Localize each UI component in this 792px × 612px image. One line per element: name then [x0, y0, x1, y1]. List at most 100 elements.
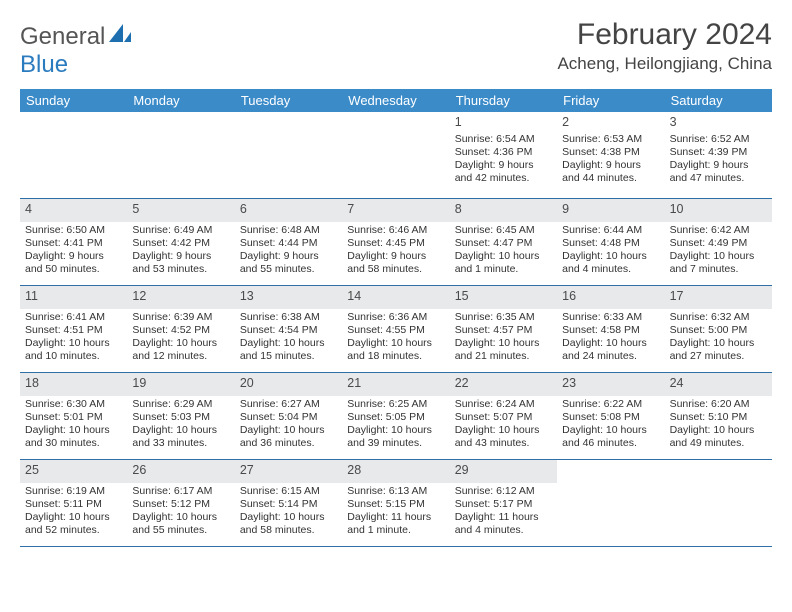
- day-number-bar: 21: [342, 373, 449, 396]
- day-number-bar: 7: [342, 199, 449, 222]
- daylight-text: Daylight: 10 hours and 12 minutes.: [132, 337, 229, 363]
- day-number-bar: 10: [665, 199, 772, 222]
- day-number-bar: 12: [127, 286, 234, 309]
- day-cell: 4Sunrise: 6:50 AMSunset: 4:41 PMDaylight…: [20, 199, 127, 285]
- daylight-text: Daylight: 10 hours and 10 minutes.: [25, 337, 122, 363]
- day-number: 9: [562, 202, 659, 218]
- day-number: 3: [670, 115, 767, 131]
- weekday-fri: Friday: [557, 89, 664, 112]
- weekday-wed: Wednesday: [342, 89, 449, 112]
- day-cell: 8Sunrise: 6:45 AMSunset: 4:47 PMDaylight…: [450, 199, 557, 285]
- sunrise-text: Sunrise: 6:25 AM: [347, 398, 444, 411]
- day-number: 26: [132, 463, 229, 479]
- sunrise-text: Sunrise: 6:24 AM: [455, 398, 552, 411]
- day-number-bar: 5: [127, 199, 234, 222]
- day-number-bar: 15: [450, 286, 557, 309]
- day-cell: 20Sunrise: 6:27 AMSunset: 5:04 PMDayligh…: [235, 373, 342, 459]
- day-cell: 2Sunrise: 6:53 AMSunset: 4:38 PMDaylight…: [557, 112, 664, 198]
- title-block: February 2024 Acheng, Heilongjiang, Chin…: [557, 18, 772, 74]
- sunset-text: Sunset: 4:38 PM: [562, 146, 659, 159]
- sunrise-text: Sunrise: 6:13 AM: [347, 485, 444, 498]
- day-number-bar: 18: [20, 373, 127, 396]
- sunrise-text: Sunrise: 6:12 AM: [455, 485, 552, 498]
- sunrise-text: Sunrise: 6:22 AM: [562, 398, 659, 411]
- day-cell: 5Sunrise: 6:49 AMSunset: 4:42 PMDaylight…: [127, 199, 234, 285]
- sunset-text: Sunset: 4:54 PM: [240, 324, 337, 337]
- sunset-text: Sunset: 4:39 PM: [670, 146, 767, 159]
- sunset-text: Sunset: 5:12 PM: [132, 498, 229, 511]
- daylight-text: Daylight: 10 hours and 43 minutes.: [455, 424, 552, 450]
- weekday-sun: Sunday: [20, 89, 127, 112]
- sunset-text: Sunset: 4:49 PM: [670, 237, 767, 250]
- logo-text: GeneralBlue: [20, 22, 133, 79]
- sunset-text: Sunset: 5:15 PM: [347, 498, 444, 511]
- page-header: GeneralBlue February 2024 Acheng, Heilon…: [20, 18, 772, 79]
- logo-sail-icon: [107, 22, 133, 51]
- day-cell: 13Sunrise: 6:38 AMSunset: 4:54 PMDayligh…: [235, 286, 342, 372]
- sunset-text: Sunset: 5:07 PM: [455, 411, 552, 424]
- sunrise-text: Sunrise: 6:54 AM: [455, 133, 552, 146]
- day-cell: 23 Sunrise: 6:22 AMSunset: 5:08 PMDayligh…: [557, 373, 664, 459]
- sunrise-text: Sunrise: 6:19 AM: [25, 485, 122, 498]
- day-number: 16: [562, 289, 659, 305]
- day-cell: 14Sunrise: 6:36 AMSunset: 4:55 PMDayligh…: [342, 286, 449, 372]
- daylight-text: Daylight: 10 hours and 33 minutes.: [132, 424, 229, 450]
- day-number-bar: 28: [342, 460, 449, 483]
- daylight-text: Daylight: 10 hours and 46 minutes.: [562, 424, 659, 450]
- sunrise-text: Sunrise: 6:41 AM: [25, 311, 122, 324]
- sunset-text: Sunset: 4:55 PM: [347, 324, 444, 337]
- weekday-sat: Saturday: [665, 89, 772, 112]
- weekday-tue: Tuesday: [235, 89, 342, 112]
- calendar-grid: 1Sunrise: 6:54 AMSunset: 4:36 PMDaylight…: [20, 112, 772, 547]
- day-number: 19: [132, 376, 229, 392]
- sunrise-text: Sunrise: 6:50 AM: [25, 224, 122, 237]
- sunrise-text: Sunrise: 6:53 AM: [562, 133, 659, 146]
- day-number: 21: [347, 376, 444, 392]
- day-cell: 10Sunrise: 6:42 AMSunset: 4:49 PMDayligh…: [665, 199, 772, 285]
- sunrise-text: Sunrise: 6:35 AM: [455, 311, 552, 324]
- sunset-text: Sunset: 5:00 PM: [670, 324, 767, 337]
- daylight-text: Daylight: 11 hours and 1 minute.: [347, 511, 444, 537]
- sunrise-text: Sunrise: 6:46 AM: [347, 224, 444, 237]
- day-number: 13: [240, 289, 337, 305]
- calendar-page: GeneralBlue February 2024 Acheng, Heilon…: [0, 0, 792, 547]
- day-cell: 21Sunrise: 6:25 AMSunset: 5:05 PMDayligh…: [342, 373, 449, 459]
- daylight-text: Daylight: 10 hours and 21 minutes.: [455, 337, 552, 363]
- empty-cell: [665, 460, 772, 546]
- sunset-text: Sunset: 5:01 PM: [25, 411, 122, 424]
- day-cell: 16Sunrise: 6:33 AMSunset: 4:58 PMDayligh…: [557, 286, 664, 372]
- daylight-text: Daylight: 9 hours and 42 minutes.: [455, 159, 552, 185]
- empty-cell: [127, 112, 234, 198]
- day-cell: 28 Sunrise: 6:13 AMSunset: 5:15 PMDayligh…: [342, 460, 449, 546]
- day-cell: 12Sunrise: 6:39 AMSunset: 4:52 PMDayligh…: [127, 286, 234, 372]
- sunset-text: Sunset: 5:08 PM: [562, 411, 659, 424]
- day-number: 1: [455, 115, 552, 131]
- day-number: 25: [25, 463, 122, 479]
- day-number: 5: [132, 202, 229, 218]
- sunset-text: Sunset: 4:52 PM: [132, 324, 229, 337]
- day-number-bar: 4: [20, 199, 127, 222]
- day-number: 11: [25, 289, 122, 305]
- sunrise-text: Sunrise: 6:30 AM: [25, 398, 122, 411]
- daylight-text: Daylight: 9 hours and 47 minutes.: [670, 159, 767, 185]
- daylight-text: Daylight: 9 hours and 53 minutes.: [132, 250, 229, 276]
- day-cell: 15Sunrise: 6:35 AMSunset: 4:57 PMDayligh…: [450, 286, 557, 372]
- sunrise-text: Sunrise: 6:52 AM: [670, 133, 767, 146]
- day-number-bar: 17: [665, 286, 772, 309]
- daylight-text: Daylight: 10 hours and 36 minutes.: [240, 424, 337, 450]
- sunrise-text: Sunrise: 6:36 AM: [347, 311, 444, 324]
- sunset-text: Sunset: 4:51 PM: [25, 324, 122, 337]
- sunset-text: Sunset: 5:11 PM: [25, 498, 122, 511]
- sunset-text: Sunset: 4:44 PM: [240, 237, 337, 250]
- day-number-bar: 13: [235, 286, 342, 309]
- sunset-text: Sunset: 5:10 PM: [670, 411, 767, 424]
- day-cell: 25Sunrise: 6:19 AMSunset: 5:11 PMDayligh…: [20, 460, 127, 546]
- day-number-bar: 24: [665, 373, 772, 396]
- day-number: 6: [240, 202, 337, 218]
- day-number: 14: [347, 289, 444, 305]
- logo-text-2: Blue: [20, 51, 68, 78]
- empty-cell: [20, 112, 127, 198]
- daylight-text: Daylight: 11 hours and 4 minutes.: [455, 511, 552, 537]
- empty-cell: [235, 112, 342, 198]
- day-number-bar: 23: [557, 373, 664, 396]
